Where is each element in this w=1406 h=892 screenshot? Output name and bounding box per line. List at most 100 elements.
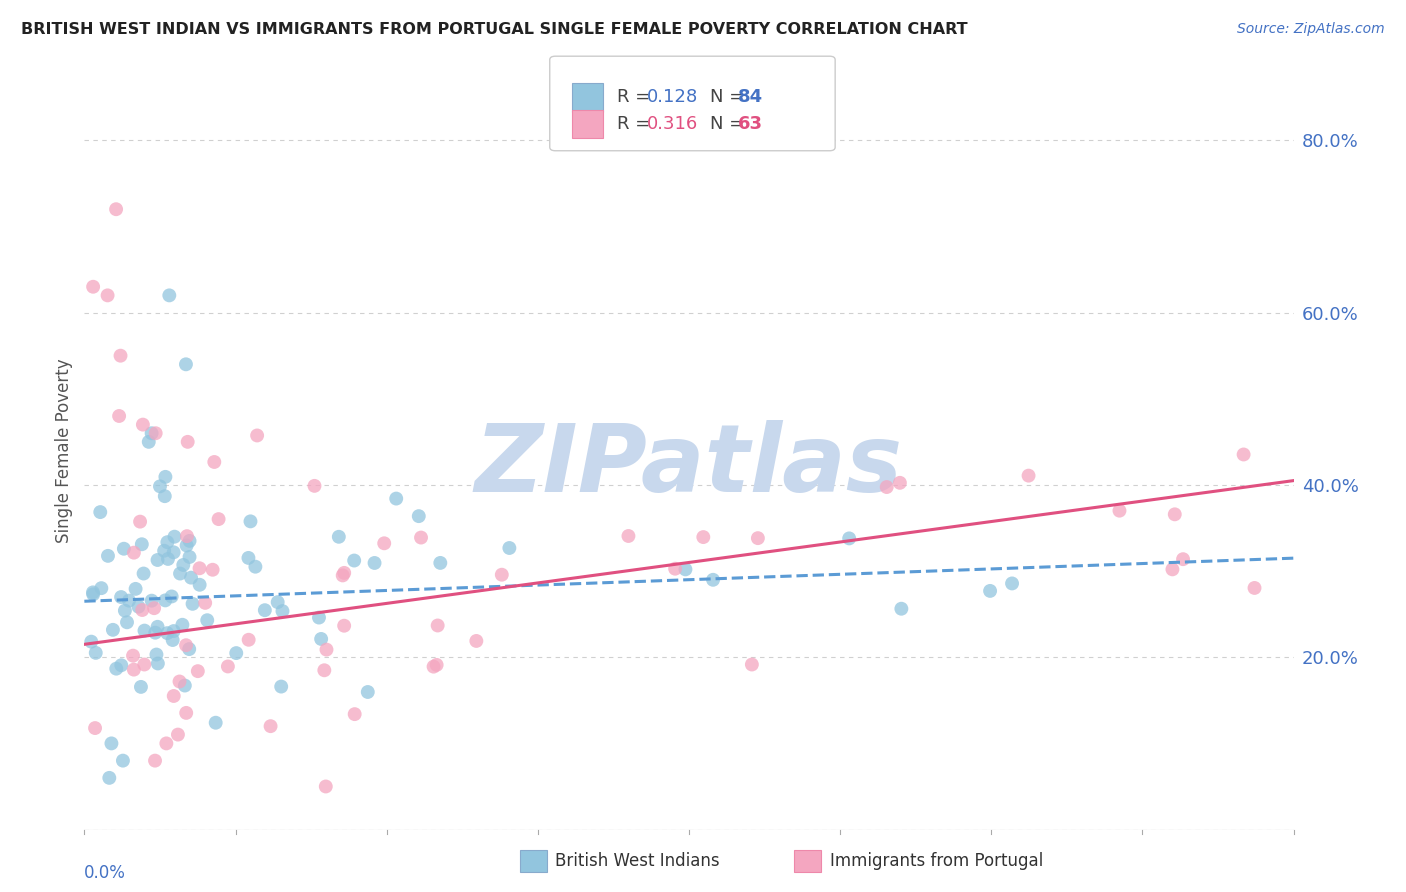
Point — [118, 593, 141, 607]
Point — [173, 679, 195, 693]
Point — [82, 279, 104, 293]
Point — [343, 707, 366, 722]
Point — [174, 706, 197, 720]
Text: British West Indians: British West Indians — [555, 852, 720, 871]
Point — [100, 736, 122, 750]
Point — [239, 514, 262, 528]
Point — [979, 583, 1001, 598]
Point — [181, 597, 204, 611]
Point — [188, 561, 211, 575]
Point — [122, 546, 145, 560]
Point — [363, 556, 385, 570]
Point — [155, 470, 177, 484]
Point — [270, 680, 292, 694]
Point — [333, 618, 356, 632]
Point — [876, 480, 898, 494]
Text: 0.316: 0.316 — [647, 115, 697, 133]
Point — [195, 613, 218, 627]
Point — [304, 479, 326, 493]
Point — [176, 529, 198, 543]
Point — [1164, 508, 1187, 522]
Point — [315, 780, 337, 794]
Point — [675, 562, 697, 576]
Point — [408, 509, 430, 524]
Point — [741, 657, 763, 672]
Point — [141, 426, 163, 441]
Point — [89, 505, 111, 519]
Point — [134, 657, 156, 672]
Point — [491, 567, 513, 582]
Text: Immigrants from Portugal: Immigrants from Portugal — [830, 852, 1043, 871]
Point — [889, 475, 911, 490]
Point — [332, 568, 354, 582]
Point — [176, 539, 198, 553]
Point — [122, 663, 145, 677]
Point — [188, 578, 211, 592]
Point — [271, 604, 294, 618]
Point — [692, 530, 714, 544]
Text: N =: N = — [710, 115, 749, 133]
Point — [115, 615, 138, 630]
Point — [422, 659, 444, 673]
Point — [201, 563, 224, 577]
Point — [163, 624, 186, 638]
Point — [162, 633, 184, 648]
Point — [146, 553, 169, 567]
Point — [245, 559, 267, 574]
Point — [110, 658, 132, 673]
Text: 0.0%: 0.0% — [84, 863, 127, 881]
Point — [167, 728, 190, 742]
Point — [617, 529, 640, 543]
Point — [90, 581, 112, 595]
Point — [343, 553, 366, 567]
Point — [163, 530, 186, 544]
Point — [747, 531, 769, 545]
Point — [124, 582, 146, 596]
Point — [153, 489, 176, 503]
Point — [134, 624, 156, 638]
Point — [84, 646, 107, 660]
Point — [179, 549, 201, 564]
Point — [110, 590, 132, 604]
Point — [238, 632, 260, 647]
Point — [105, 662, 128, 676]
Point — [1108, 504, 1130, 518]
Point — [146, 657, 169, 671]
Point — [108, 409, 131, 423]
Point — [149, 479, 172, 493]
Point — [217, 659, 239, 673]
Point — [105, 202, 128, 217]
Point — [110, 349, 132, 363]
Point — [145, 648, 167, 662]
Y-axis label: Single Female Poverty: Single Female Poverty — [55, 359, 73, 542]
Point — [1161, 562, 1184, 576]
Point — [314, 663, 336, 677]
Point — [333, 566, 356, 580]
Point — [155, 593, 177, 607]
Text: R =: R = — [617, 115, 657, 133]
Point — [143, 625, 166, 640]
Point — [132, 566, 155, 581]
Point — [664, 562, 686, 576]
Point — [114, 604, 136, 618]
Point — [160, 590, 183, 604]
Point — [180, 571, 202, 585]
Point — [153, 543, 176, 558]
Point — [253, 603, 276, 617]
Point — [187, 664, 209, 678]
Point — [131, 537, 153, 551]
Point — [131, 603, 153, 617]
Point — [194, 596, 217, 610]
Point — [111, 754, 134, 768]
Point — [174, 357, 197, 371]
Point — [1243, 581, 1265, 595]
Point — [155, 736, 177, 750]
Point — [1018, 468, 1040, 483]
Point — [1171, 552, 1194, 566]
Point — [179, 642, 201, 657]
Point — [156, 535, 179, 549]
Text: 0.128: 0.128 — [647, 88, 697, 106]
Point — [112, 541, 135, 556]
Point — [426, 618, 449, 632]
Point — [156, 626, 179, 640]
